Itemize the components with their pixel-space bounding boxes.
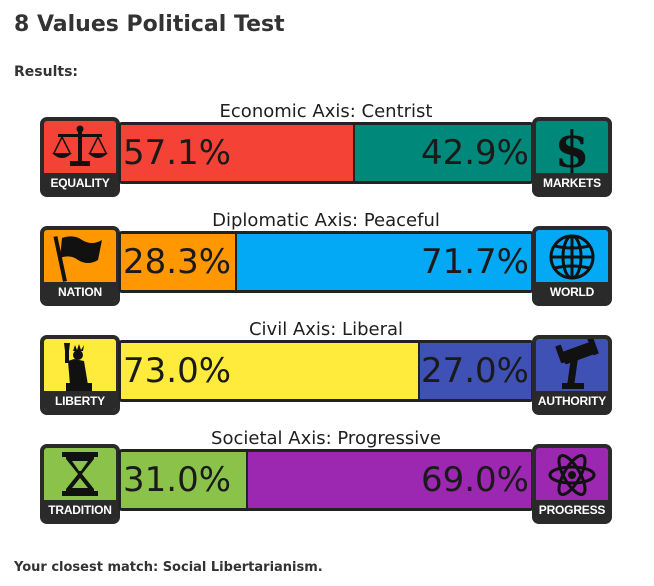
markets-percentage: 42.9% (420, 133, 529, 173)
equality-segment: 57.1% (121, 125, 356, 181)
axis-title: Societal Axis: Progressive (211, 428, 441, 449)
progress-segment: 69.0% (248, 452, 531, 508)
page-title: 8 Values Political Test (14, 12, 285, 37)
flag-icon (53, 236, 102, 282)
progress-icon-box: PROGRESS (532, 444, 612, 524)
world-label: WORLD (536, 282, 608, 302)
societal-axis: Societal Axis: Progressive TRADITION 31.… (40, 428, 612, 549)
statue-of-liberty-icon (64, 343, 92, 391)
liberty-segment: 73.0% (121, 343, 421, 399)
tradition-icon-box: TRADITION (40, 444, 120, 524)
markets-segment: 42.9% (355, 125, 531, 181)
closest-match: Your closest match: Social Libertarianis… (14, 560, 323, 575)
globe-icon (549, 234, 595, 280)
economic-axis: Economic Axis: Centrist EQUALITY 57.1% 4… (40, 101, 612, 222)
equality-percentage: 57.1% (123, 133, 232, 173)
world-segment: 71.7% (237, 234, 531, 290)
liberty-label: LIBERTY (44, 391, 116, 411)
atom-icon (548, 454, 596, 496)
results-label: Results: (14, 64, 78, 80)
progress-label: PROGRESS (536, 500, 608, 520)
markets-label: MARKETS (536, 173, 608, 193)
nation-label: NATION (44, 282, 116, 302)
authority-segment: 27.0% (420, 343, 531, 399)
liberty-percentage: 73.0% (123, 351, 232, 391)
tradition-label: TRADITION (44, 500, 116, 520)
authority-icon-box: AUTHORITY (532, 335, 612, 415)
civil-bar: 73.0% 27.0% (118, 340, 534, 402)
tradition-segment: 31.0% (121, 452, 249, 508)
liberty-icon-box: LIBERTY (40, 335, 120, 415)
economic-bar: 57.1% 42.9% (118, 122, 534, 184)
authority-label: AUTHORITY (536, 391, 608, 411)
markets-icon-box: $ MARKETS (532, 117, 612, 197)
equality-label: EQUALITY (44, 173, 116, 193)
nation-icon-box: NATION (40, 226, 120, 306)
progress-percentage: 69.0% (420, 460, 529, 500)
civil-axis: Civil Axis: Liberal LIBERTY 73.0% 27.0% (40, 319, 612, 440)
world-icon-box: WORLD (532, 226, 612, 306)
world-percentage: 71.7% (420, 242, 529, 282)
hourglass-icon (62, 452, 98, 496)
authority-percentage: 27.0% (420, 351, 529, 391)
diplomatic-axis: Diplomatic Axis: Peaceful NATION 28.3% 7… (40, 210, 612, 331)
gavel-icon (555, 339, 599, 389)
nation-segment: 28.3% (121, 234, 238, 290)
equality-icon-box: EQUALITY (40, 117, 120, 197)
axis-title: Economic Axis: Centrist (219, 101, 433, 122)
diplomatic-bar: 28.3% 71.7% (118, 231, 534, 293)
scales-icon (52, 125, 108, 166)
societal-bar: 31.0% 69.0% (118, 449, 534, 511)
axis-title: Civil Axis: Liberal (248, 319, 404, 340)
dollar-icon: $ (555, 121, 590, 173)
axis-title: Diplomatic Axis: Peaceful (212, 210, 440, 231)
svg-text:$: $ (555, 121, 590, 173)
tradition-percentage: 31.0% (123, 460, 232, 500)
nation-percentage: 28.3% (123, 242, 232, 282)
